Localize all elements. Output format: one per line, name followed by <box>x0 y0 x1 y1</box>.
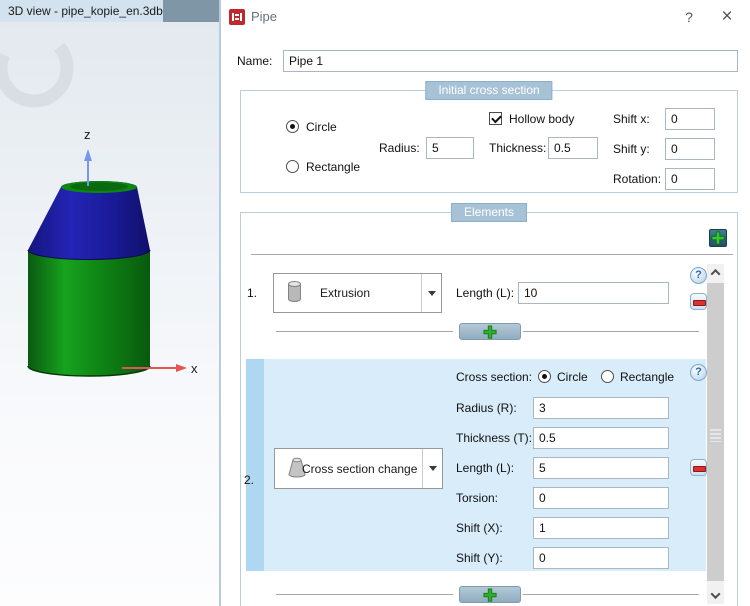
cylinder-icon <box>286 280 303 307</box>
name-label: Name: <box>237 54 273 68</box>
initial-cross-section-title: Initial cross section <box>425 81 553 100</box>
scrollbar-thumb[interactable] <box>707 283 724 581</box>
plus-icon <box>483 587 497 602</box>
3d-viewport[interactable]: z x <box>0 22 219 606</box>
element-2-index: 2. <box>244 473 255 487</box>
dialog-titlebar <box>221 0 750 34</box>
element-2-torsion-input[interactable] <box>533 487 669 509</box>
append-element-button[interactable] <box>459 586 521 603</box>
element-2-type-dropdown[interactable]: Cross section change <box>274 448 443 489</box>
element-2-selection-stripe <box>246 359 264 571</box>
element-2-radius-input[interactable] <box>533 397 669 419</box>
pipe-app-icon <box>229 9 245 25</box>
initial-circle-label: Circle <box>306 120 337 134</box>
dialog-close-button[interactable]: × <box>721 6 733 27</box>
element-2-circle-radio[interactable] <box>538 370 551 383</box>
plus-icon <box>483 324 497 339</box>
3d-view-panel: 3D view - pipe_kopie_en.3db <box>0 0 219 606</box>
rotation-input[interactable] <box>665 168 715 190</box>
element-2-length-label: Length (L): <box>456 461 515 475</box>
element-2-help-button[interactable]: ? <box>690 364 707 381</box>
element-2-torsion-label: Torsion: <box>456 491 499 505</box>
element-2-length-input[interactable] <box>533 457 669 479</box>
3d-view-title: 3D view - pipe_kopie_en.3db <box>8 4 163 18</box>
element-2-shift-y-label: Shift (Y): <box>456 551 503 565</box>
element-2-type-value: Cross section change <box>302 461 418 476</box>
pipe-top-hole <box>70 182 128 191</box>
chevron-up-icon <box>710 268 721 279</box>
pipe-cross-section-change <box>28 181 150 260</box>
chevron-down-icon <box>710 589 721 600</box>
plus-icon <box>711 231 725 245</box>
dropdown-arrow-icon <box>421 274 441 312</box>
hollow-body-checkbox[interactable] <box>489 112 502 125</box>
element-1-type-value: Extrusion <box>320 286 371 300</box>
element-1-help-button[interactable]: ? <box>690 267 707 284</box>
hollow-body-label: Hollow body <box>509 112 575 126</box>
element-2-thickness-label: Thickness (T): <box>456 431 533 445</box>
scrollbar-grip <box>710 429 721 442</box>
rotation-label: Rotation: <box>613 172 662 186</box>
elements-title: Elements <box>450 203 528 222</box>
separator <box>276 331 453 332</box>
pipe-extrusion-body <box>28 250 150 376</box>
separator <box>276 594 453 595</box>
element-2-shift-y-input[interactable] <box>533 547 669 569</box>
element-2-cross-section-label: Cross section: <box>456 370 533 384</box>
elements-scrollbar[interactable] <box>707 264 724 604</box>
pipe-junction-edge <box>27 249 151 260</box>
radius-input[interactable] <box>426 137 474 159</box>
scroll-up-button[interactable] <box>707 264 724 281</box>
separator <box>523 331 699 332</box>
shift-x-label: Shift x: <box>613 112 650 126</box>
element-2-circle-label: Circle <box>557 370 588 384</box>
pipe-3d-model: z x <box>0 28 198 377</box>
3d-view-titlebar-accent <box>163 0 219 22</box>
initial-circle-radio[interactable] <box>286 120 299 133</box>
pipe-bottom-edge <box>27 365 151 377</box>
elements-group: Elements 1. Extrusion Length (L): ? <box>240 203 738 606</box>
watermark-logo <box>0 28 74 108</box>
element-2-rectangle-label: Rectangle <box>620 370 675 384</box>
name-input[interactable] <box>283 50 738 72</box>
z-axis-arrow-icon <box>84 149 92 161</box>
element-1-type-dropdown[interactable]: Extrusion <box>273 273 442 313</box>
x-axis-label: x <box>191 361 198 376</box>
element-1-length-label: Length (L): <box>456 286 515 300</box>
element-2-shift-x-input[interactable] <box>533 517 669 539</box>
radius-label: Radius: <box>379 141 420 155</box>
z-axis-label: z <box>84 127 91 142</box>
element-2-radius-label: Radius (R): <box>456 401 517 415</box>
thickness-input[interactable] <box>548 137 598 159</box>
element-1-remove-button[interactable] <box>690 293 707 310</box>
element-2-remove-button[interactable] <box>690 459 707 476</box>
shift-x-input[interactable] <box>665 108 715 130</box>
element-1-index: 1. <box>247 286 258 300</box>
element-1-length-input[interactable] <box>518 282 669 304</box>
scroll-down-button[interactable] <box>707 587 724 604</box>
insert-element-button[interactable] <box>459 323 521 340</box>
element-2-thickness-input[interactable] <box>533 427 669 449</box>
x-axis-arrow-icon <box>176 364 187 372</box>
dialog-title: Pipe <box>251 9 278 24</box>
thickness-label: Thickness: <box>489 141 547 155</box>
add-element-button[interactable] <box>709 229 727 247</box>
shift-y-input[interactable] <box>665 138 715 160</box>
cone-icon <box>287 455 307 482</box>
element-2-shift-x-label: Shift (X): <box>456 521 503 535</box>
initial-rectangle-radio[interactable] <box>286 160 299 173</box>
separator <box>251 254 733 255</box>
3d-view-titlebar[interactable]: 3D view - pipe_kopie_en.3db <box>0 0 219 22</box>
initial-cross-section-group: Initial cross section Circle Rectangle R… <box>240 81 738 193</box>
dropdown-arrow-icon <box>422 449 442 488</box>
shift-y-label: Shift y: <box>613 142 650 156</box>
separator <box>523 594 699 595</box>
element-2-rectangle-radio[interactable] <box>601 370 614 383</box>
initial-rectangle-label: Rectangle <box>306 160 361 174</box>
dialog-help-button[interactable]: ? <box>685 9 693 25</box>
